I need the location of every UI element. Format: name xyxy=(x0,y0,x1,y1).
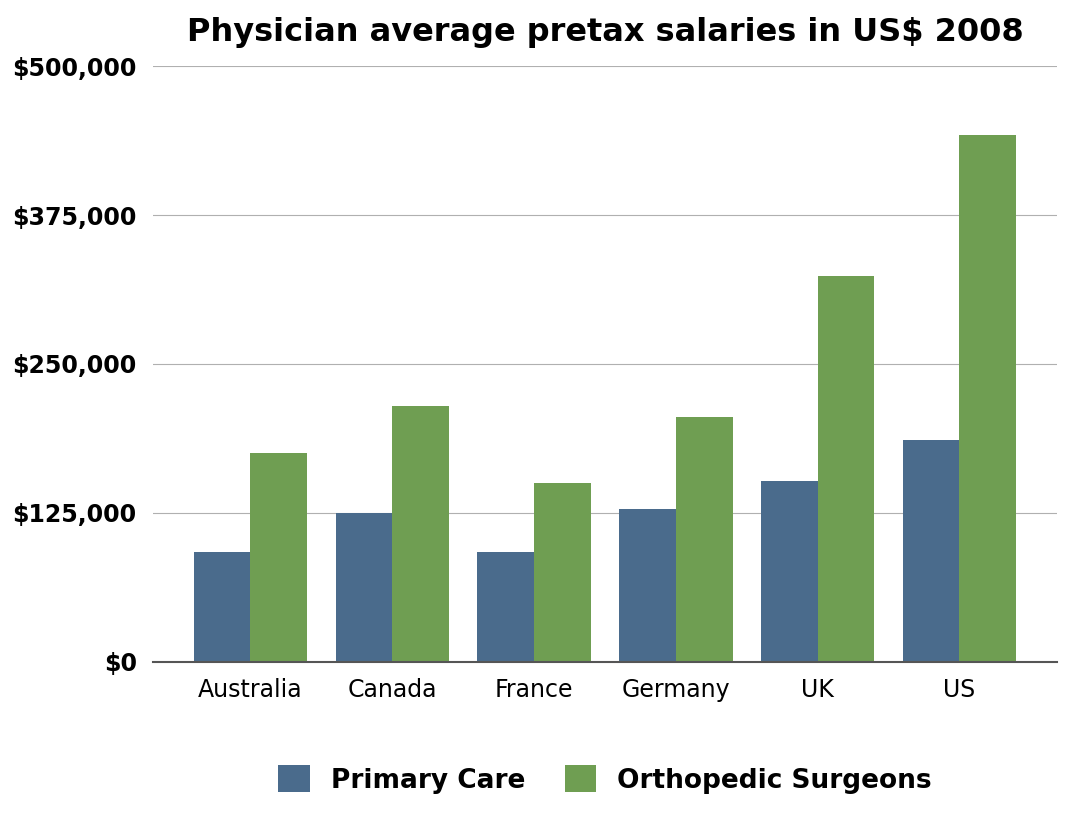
Bar xyxy=(959,136,1016,662)
Bar xyxy=(392,405,449,662)
Bar xyxy=(336,513,392,662)
Title: Physician average pretax salaries in US$ 2008: Physician average pretax salaries in US$… xyxy=(186,17,1024,48)
Bar xyxy=(619,509,676,662)
Bar xyxy=(477,552,534,662)
Bar xyxy=(676,418,732,662)
Bar xyxy=(903,440,959,662)
Bar xyxy=(534,483,591,662)
Bar xyxy=(761,480,818,662)
Bar xyxy=(251,453,307,662)
Bar xyxy=(194,552,251,662)
Legend: Primary Care, Orthopedic Surgeons: Primary Care, Orthopedic Surgeons xyxy=(265,753,945,807)
Bar xyxy=(818,275,874,662)
